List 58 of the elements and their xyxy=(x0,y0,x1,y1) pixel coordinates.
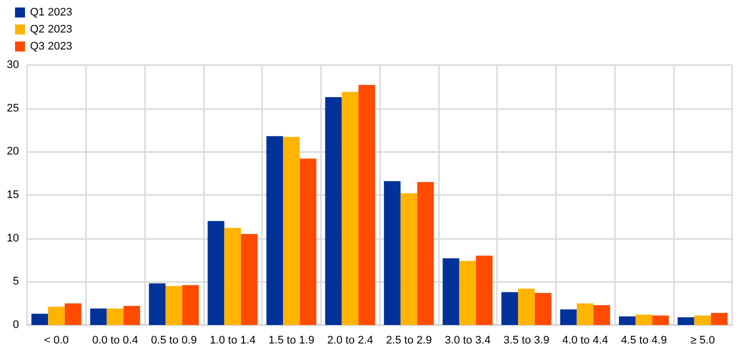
bar xyxy=(358,84,376,325)
bar xyxy=(518,288,535,325)
y-tick-label: 30 xyxy=(6,59,19,71)
bar xyxy=(560,309,577,325)
legend-label: Q3 2023 xyxy=(30,40,72,52)
bar xyxy=(325,97,342,325)
bar xyxy=(442,258,460,325)
bar xyxy=(417,182,434,325)
x-tick-label: 2.5 to 2.9 xyxy=(386,334,432,346)
bar xyxy=(534,292,552,325)
bar xyxy=(636,314,652,325)
bar xyxy=(400,193,418,325)
bar xyxy=(240,234,258,325)
x-tick-label: 0.0 to 0.4 xyxy=(92,334,138,346)
bar xyxy=(342,92,358,325)
x-tick-label: 1.5 to 1.9 xyxy=(268,334,314,346)
x-tick-label: < 0.0 xyxy=(44,334,69,346)
bar xyxy=(652,315,669,325)
y-tick-label: 5 xyxy=(12,276,19,288)
bar xyxy=(208,221,224,325)
bar xyxy=(266,136,284,325)
legend-label: Q1 2023 xyxy=(30,6,72,18)
bar xyxy=(678,317,694,325)
bar xyxy=(224,228,241,325)
bar xyxy=(182,285,199,325)
legend-label: Q2 2023 xyxy=(30,24,72,36)
bar xyxy=(283,136,300,325)
y-tick-label: 25 xyxy=(6,102,19,114)
x-tick-label: 1.0 to 1.4 xyxy=(210,334,256,346)
y-tick-label: 20 xyxy=(6,146,19,158)
bar xyxy=(618,316,636,325)
y-tick-label: 10 xyxy=(6,232,19,244)
bar xyxy=(476,256,493,325)
bar xyxy=(123,306,140,325)
x-tick-label: 3.5 to 3.9 xyxy=(503,334,550,346)
bar xyxy=(576,303,594,325)
y-tick-label: 15 xyxy=(6,189,19,201)
x-tick-label: 4.0 to 4.4 xyxy=(562,334,608,346)
bar xyxy=(48,306,65,325)
bar xyxy=(64,303,82,325)
bar xyxy=(710,312,728,325)
x-tick-label: 3.0 to 3.4 xyxy=(444,334,491,346)
bar xyxy=(501,292,518,325)
bar xyxy=(31,314,48,325)
bar xyxy=(459,260,476,325)
x-tick-label: 2.0 to 2.4 xyxy=(327,334,374,346)
y-tick-label: 0 xyxy=(12,319,19,331)
bar xyxy=(300,158,316,325)
bar xyxy=(166,286,182,325)
bar xyxy=(384,181,401,325)
bar xyxy=(148,283,166,325)
x-tick-label: 0.5 to 0.9 xyxy=(150,334,197,346)
bar xyxy=(694,315,711,325)
bar xyxy=(106,308,124,325)
x-tick-label: ≥ 5.0 xyxy=(690,334,715,346)
bar xyxy=(593,305,610,325)
bar xyxy=(90,308,107,325)
x-tick-label: 4.5 to 4.9 xyxy=(620,334,667,346)
